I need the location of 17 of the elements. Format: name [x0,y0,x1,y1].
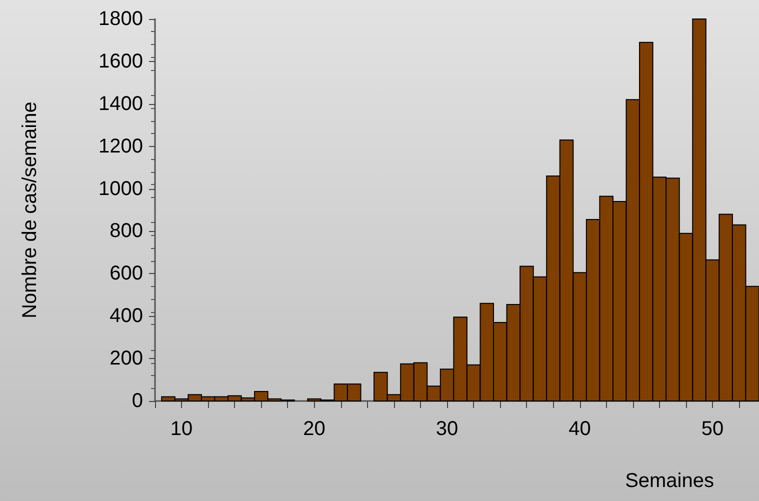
y-tick-label: 600 [110,262,143,285]
y-tick-label: 800 [110,220,143,242]
y-tick-label: 1600 [98,50,143,72]
x-tick-label: 40 [568,418,591,440]
y-tick-label: 1800 [98,8,143,30]
x-tick-label: 10 [170,418,193,440]
y-tick-label: 0 [132,390,143,412]
y-axis-title: Nombre de cas/semaine [19,102,41,318]
y-tick-label: 1200 [98,135,143,158]
x-axis-title: Semaines [625,470,714,492]
x-tick-label: 30 [436,418,458,440]
x-tick-label: 50 [701,418,724,440]
y-tick-label: 200 [110,348,143,370]
x-tick-label: 20 [303,418,326,440]
y-tick-label: 1000 [98,178,143,200]
y-tick-label: 1400 [98,92,143,115]
y-tick-label: 400 [110,305,143,328]
